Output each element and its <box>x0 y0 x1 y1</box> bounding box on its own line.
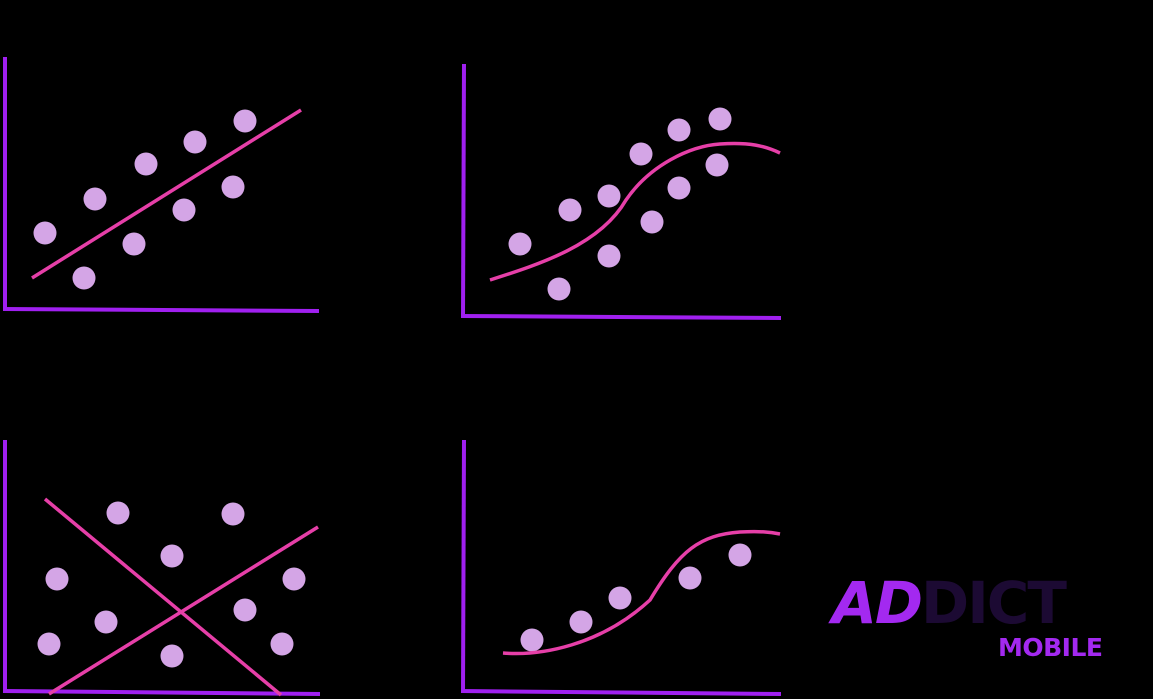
fit-curve <box>502 529 781 656</box>
chart-panel-linear <box>0 0 330 320</box>
fit-curve <box>489 141 781 282</box>
chart-panel-sigmoid-scatter <box>0 0 800 330</box>
fit-line-ascending <box>48 525 319 696</box>
chart-panel-crossing <box>0 430 330 699</box>
x-axis <box>2 307 320 313</box>
y-axis <box>461 63 466 318</box>
fit-line <box>31 108 302 280</box>
chart-sigmoid-svg <box>460 63 782 320</box>
addict-mobile-logo: ADDICT MOBILE <box>832 572 1132 672</box>
data-points <box>37 501 306 668</box>
fit-line-descending <box>43 497 283 697</box>
data-points <box>33 109 257 290</box>
logo-part-dict: DICT <box>921 569 1067 637</box>
logo-subtitle: MOBILE <box>998 633 1103 662</box>
data-points <box>520 543 752 652</box>
y-axis <box>461 439 466 693</box>
logo-part-ad: AD <box>832 569 923 637</box>
data-points <box>508 107 732 301</box>
chart-crossing-svg <box>2 440 321 697</box>
chart-linear-svg <box>2 57 320 313</box>
x-axis <box>460 689 782 696</box>
chart-panel-sigmoid-few <box>0 430 800 699</box>
chart-sigmoid-few-svg <box>460 439 782 696</box>
x-axis <box>460 314 782 320</box>
logo-wordmark: ADDICT <box>832 569 1067 637</box>
